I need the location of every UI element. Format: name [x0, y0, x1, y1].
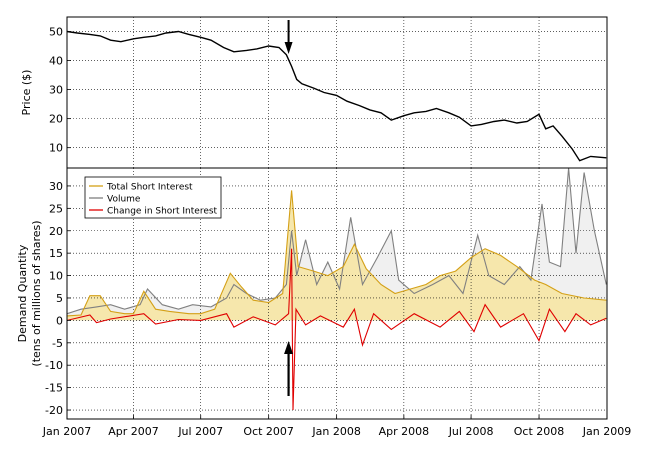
bottom-ytick-label: 20 [49, 225, 63, 238]
demand-axis-label: Demand Quantity(tens of millions of shar… [16, 220, 43, 366]
price-axis-label: Price ($) [20, 70, 33, 116]
bottom-ytick-label: -20 [45, 404, 63, 417]
xtick-label: Apr 2008 [379, 425, 430, 438]
top-ytick-label: 20 [49, 113, 63, 126]
legend-entry-label: Change in Short Interest [107, 207, 218, 217]
bottom-ytick-label: -10 [45, 359, 63, 372]
top-ytick-label: 40 [49, 55, 63, 68]
bottom-ytick-label: 25 [49, 202, 63, 215]
top-ytick-label: 50 [49, 26, 63, 39]
bottom-ytick-label: 0 [56, 314, 63, 327]
bottom-ytick-label: 30 [49, 180, 63, 193]
annotation-arrow-head-up [284, 341, 294, 354]
legend-box [84, 176, 222, 219]
bottom-panel-frame [66, 167, 608, 420]
annotation-arrow-head-down [284, 42, 293, 54]
legend-entry-label: Total Short Interest [106, 183, 193, 193]
bottom-ytick-label: 15 [49, 247, 63, 260]
xtick-label: Jan 2009 [582, 425, 631, 438]
bottom-ytick-label: 10 [49, 270, 63, 283]
demand-plot-area [67, 168, 607, 419]
change-short-interest-series-line [67, 248, 607, 411]
top-ytick-label: 30 [49, 84, 63, 97]
legend: Total Short Interest Volume Change in Shor… [84, 176, 222, 219]
bottom-ytick-label: -15 [45, 382, 63, 395]
demand-panel: -20 -15 -10 -5 0 5 10 15 20 25 30 Jan 2007 Apr 2007 J… [16, 167, 631, 438]
demand-axis-label-line: (tens of millions of shares) [30, 220, 43, 366]
bottom-ytick-label: -5 [52, 337, 63, 350]
price-panel: 10 20 30 40 50 Price ($) [20, 16, 608, 169]
legend-entry-label: Volume [107, 195, 141, 205]
short-interest-area-fill [67, 190, 607, 321]
xtick-label: Oct 2008 [514, 425, 565, 438]
price-series-line [66, 30, 607, 162]
xtick-label: Jan 2008 [311, 425, 360, 438]
bottom-ytick-label: 5 [56, 292, 63, 305]
xtick-label: Oct 2007 [243, 425, 294, 438]
top-panel-frame [66, 16, 608, 169]
short-interest-series-line [67, 190, 607, 317]
xtick-label: Jul 2007 [177, 425, 223, 438]
volume-series-line [67, 168, 607, 315]
xtick-label: Apr 2007 [108, 425, 159, 438]
xtick-label: Jul 2008 [448, 425, 494, 438]
demand-axis-label-line: Demand Quantity [16, 244, 29, 342]
top-ytick-label: 10 [49, 142, 63, 155]
xtick-label: Jan 2007 [42, 425, 91, 438]
